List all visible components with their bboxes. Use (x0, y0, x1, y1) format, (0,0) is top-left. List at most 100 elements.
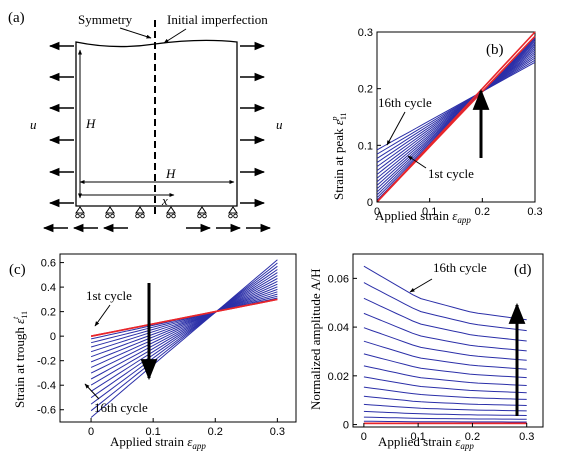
chart-b-annotation-16th: 16th cycle (378, 95, 432, 110)
chart-d-series-cycle-6 (363, 395, 527, 406)
chart-d: 0 0.1 0.2 0.3 0 0.02 0.04 0.06 (d) Applied stra… (308, 253, 544, 451)
chart-b-frame (376, 31, 536, 203)
chart-b-xlabel: Applied strain εapp (375, 208, 471, 225)
imperfection-label: Initial imperfection (167, 12, 268, 27)
chart-c-annotation-1st: 1st cycle (86, 288, 132, 303)
chart-b-series-cycle-13 (376, 55, 536, 164)
chart-c-frame (59, 253, 297, 423)
symmetry-pointer (119, 27, 152, 39)
roller-support (228, 206, 238, 219)
chart-d-xtick-label: 0.2 (465, 431, 480, 443)
chart-c-ylabel: Strain at trough ε11t (11, 311, 29, 408)
chart-b-annotation-1st: 1st cycle (428, 166, 474, 181)
height-label: H (85, 116, 96, 131)
roller-support (105, 206, 115, 219)
chart-d-series-cycle-4 (363, 410, 527, 416)
chart-c-pointer-16th (84, 383, 100, 400)
chart-c-ytick-label: -0.4 (37, 380, 56, 392)
roller-support (75, 206, 85, 219)
chart-b-ytick-label: 0.2 (358, 84, 373, 96)
chart-c-panel-label: (c) (9, 262, 26, 278)
chart-d-series (363, 265, 527, 425)
specimen-outline (75, 39, 238, 207)
chart-d-pointer-16th (409, 278, 433, 293)
chart-b-series-cycle-9 (376, 47, 536, 179)
chart-c-series-cycle-3 (90, 295, 278, 344)
chart-c-series-cycle-10 (90, 278, 278, 380)
chart-b-series-cycle-12 (376, 53, 536, 168)
u-left-label: u (30, 117, 37, 132)
chart-c-xtick-label: 0.1 (146, 426, 161, 438)
chart-b-ticks: 0 0.1 0.2 0.3 0 0.1 0.2 0.3 (358, 27, 543, 218)
chart-c-series-cycle-16 (90, 259, 278, 418)
chart-d-xlabel: Applied strain εapp (378, 434, 474, 451)
chart-b-series-cycle-16 (376, 61, 536, 151)
chart-d-series-cycle-9 (363, 365, 527, 386)
chart-b-panel-label: (b) (486, 42, 504, 58)
chart-c-annotation-16th: 16th cycle (94, 400, 148, 415)
chart-c-ytick-label: 0.2 (41, 307, 56, 319)
chart-b-series-cycle-10 (376, 49, 536, 175)
chart-b-ytick-label: 0.3 (358, 27, 373, 39)
chart-c-series-cycle-11 (90, 275, 278, 386)
chart-d-xtick-label: 0.1 (410, 431, 425, 443)
chart-c-xtick-label: 0 (88, 426, 94, 438)
chart-d-ylabel: Normalized amplitude A/H (308, 268, 323, 410)
chart-c-ytick-label: 0.6 (41, 258, 56, 270)
chart-b-xtick-label: 0.3 (527, 206, 542, 218)
left-load-arrows (48, 41, 74, 208)
chart-d-xtick-label: 0.3 (519, 431, 534, 443)
chart-b-xtick-label: 0.1 (422, 206, 437, 218)
chart-c-series-cycle-15 (90, 262, 278, 412)
chart-b-series-cycle-8 (376, 45, 536, 183)
chart-d-series-cycle-10 (363, 353, 527, 379)
chart-c-xtick-label: 0.2 (208, 426, 223, 438)
chart-b-series-cycle-6 (376, 42, 536, 190)
chart-b-series-cycle-7 (376, 44, 536, 186)
chart-c-pointer-1st (94, 304, 111, 327)
chart-d-series-cycle-12 (363, 327, 527, 361)
chart-d-frame (352, 253, 544, 428)
chart-d-ytick-label: 0.06 (328, 273, 349, 285)
chart-c-xtick-label: 0.3 (270, 426, 285, 438)
chart-d-series-cycle-13 (363, 312, 527, 352)
right-load-arrows (240, 41, 266, 208)
chart-d-xtick-label: 0 (361, 431, 367, 443)
chart-d-series-cycle-5 (363, 403, 527, 412)
chart-b-xtick-label: 0 (374, 206, 380, 218)
chart-d-annotation-16th: 16th cycle (433, 260, 487, 275)
u-right-label: u (276, 117, 283, 132)
chart-c-ytick-label: -0.6 (37, 405, 56, 417)
chart-c-series-cycle-12 (90, 272, 278, 392)
symmetry-label: Symmetry (78, 12, 133, 27)
chart-b: 0 0.1 0.2 0.3 0 0.1 0.2 0.3 (b) Applied strain … (330, 27, 543, 225)
chart-c-ytick-label: -0.2 (37, 356, 56, 368)
chart-c: 0 0.1 0.2 0.3 0.6 0.4 0.2 0 -0.2 -0.4 -0.6 (c) App… (9, 253, 297, 451)
chart-b-pointer-1st (407, 155, 427, 169)
chart-d-ytick-label: 0.02 (328, 371, 349, 383)
roller-support (197, 206, 207, 219)
chart-b-series-cycle-15 (376, 59, 536, 155)
chart-d-series-cycle-7 (363, 386, 527, 400)
chart-d-ytick-label: 0 (343, 420, 349, 432)
chart-c-series-cycle-14 (90, 265, 278, 405)
chart-d-series-cycle-14 (363, 297, 527, 342)
chart-d-series-cycle-8 (363, 376, 527, 394)
chart-b-ytick-label: 0 (367, 197, 373, 209)
chart-c-series-cycle-7 (90, 286, 278, 363)
chart-c-series (90, 259, 278, 418)
chart-c-series-1st-cycle-top (90, 298, 278, 337)
chart-d-series-cycle-2 (363, 420, 527, 423)
chart-d-series-cycle-15 (363, 282, 527, 332)
width-label: H (165, 166, 176, 181)
chart-c-ytick-label: 0.4 (41, 282, 56, 294)
chart-c-series-cycle-4 (90, 293, 278, 348)
chart-b-series (376, 31, 536, 203)
chart-c-ytick-label: 0 (50, 331, 56, 343)
chart-d-panel-label: (d) (514, 262, 532, 278)
panel-label-a: (a) (8, 10, 25, 26)
chart-d-ytick-label: 0.04 (328, 322, 349, 334)
x-label: x (161, 193, 168, 208)
